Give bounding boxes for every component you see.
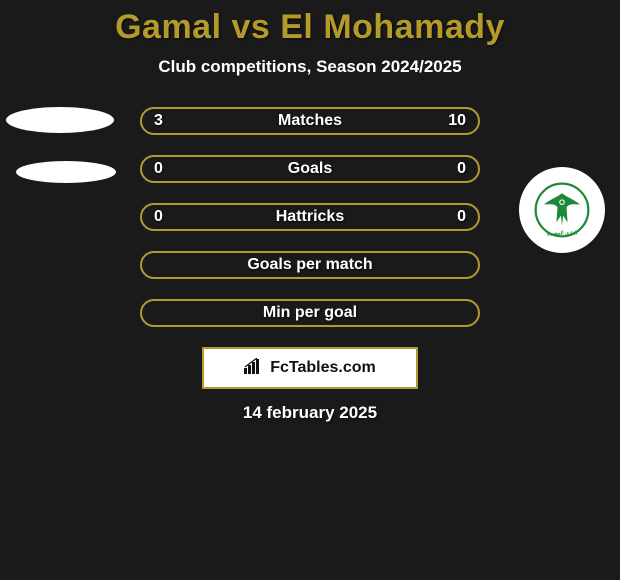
row-hattricks: 0 Hattricks 0 bbox=[140, 203, 480, 231]
date-text: 14 february 2025 bbox=[0, 403, 620, 423]
row-min-per-goal: . Min per goal . bbox=[140, 299, 480, 327]
row-matches: 3 Matches 10 bbox=[140, 107, 480, 135]
matches-left: 3 bbox=[154, 112, 194, 130]
club-badge-right: النادي المصري bbox=[519, 167, 605, 253]
chart-icon bbox=[244, 358, 264, 379]
subtitle: Club competitions, Season 2024/2025 bbox=[0, 57, 620, 77]
row-goals-per-match: . Goals per match . bbox=[140, 251, 480, 279]
comparison-card: Gamal vs El Mohamady Club competitions, … bbox=[0, 0, 620, 423]
hattricks-label: Hattricks bbox=[194, 208, 426, 226]
page-title: Gamal vs El Mohamady bbox=[0, 8, 620, 47]
player-left-placeholder-2 bbox=[16, 161, 116, 183]
player-left-placeholder-1 bbox=[6, 107, 114, 133]
gpm-label: Goals per match bbox=[194, 256, 426, 274]
stat-rows: النادي المصري 3 Matches 10 0 Goals 0 0 H… bbox=[0, 107, 620, 327]
matches-label: Matches bbox=[194, 112, 426, 130]
row-goals: 0 Goals 0 bbox=[140, 155, 480, 183]
brand-text: FcTables.com bbox=[270, 359, 376, 377]
hattricks-right: 0 bbox=[426, 208, 466, 226]
hattricks-left: 0 bbox=[154, 208, 194, 226]
mpg-label: Min per goal bbox=[194, 304, 426, 322]
goals-label: Goals bbox=[194, 160, 426, 178]
goals-right: 0 bbox=[426, 160, 466, 178]
brand-box[interactable]: FcTables.com bbox=[202, 347, 418, 389]
goals-left: 0 bbox=[154, 160, 194, 178]
svg-text:النادي المصري: النادي المصري bbox=[547, 231, 578, 237]
matches-right: 10 bbox=[426, 112, 466, 130]
eagle-icon: النادي المصري bbox=[534, 182, 590, 238]
